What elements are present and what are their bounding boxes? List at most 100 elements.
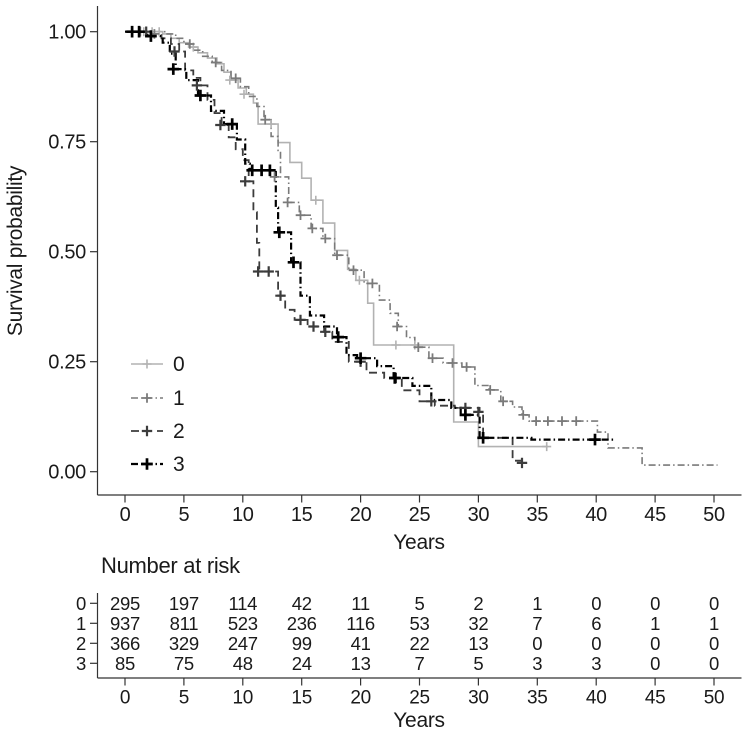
survival-curves (125, 30, 718, 466)
risk-count: 0 (709, 593, 719, 614)
risk-count: 13 (468, 633, 488, 654)
risk-count: 329 (169, 633, 199, 654)
risk-count: 7 (532, 613, 542, 634)
x-axis-title: Years (393, 531, 444, 554)
risk-count: 6 (591, 613, 601, 634)
risk-count: 937 (110, 613, 140, 634)
x-tick-label: 15 (291, 504, 313, 526)
risk-count: 2 (473, 593, 483, 614)
risk-x-tick-label: 15 (291, 688, 312, 709)
risk-x-tick-label: 50 (704, 688, 725, 709)
survival-curve-group-3 (125, 30, 614, 441)
risk-count: 85 (115, 653, 135, 674)
risk-count: 48 (233, 653, 253, 674)
risk-table-row: 3 85 75 48 24 13 7 5 3 3 0 0 (76, 653, 719, 674)
survival-curve-group-0 (125, 30, 548, 448)
risk-count: 1 (709, 613, 719, 634)
survival-curve-group-2 (125, 30, 525, 463)
legend-item-1: 1 (131, 387, 185, 410)
risk-count: 24 (292, 653, 312, 674)
risk-count: 1 (532, 593, 542, 614)
legend-item-0: 0 (131, 353, 185, 376)
risk-count: 11 (351, 593, 370, 614)
risk-count: 13 (351, 653, 371, 674)
risk-x-tick-label: 45 (645, 688, 666, 709)
legend-key-cross (141, 425, 153, 437)
risk-count: 3 (591, 653, 601, 674)
censor-marks-group-3 (126, 25, 601, 446)
x-tick-label: 10 (232, 504, 254, 526)
legend-label: 1 (173, 387, 184, 410)
risk-count: 523 (228, 613, 258, 634)
x-tick-label: 25 (409, 504, 431, 526)
risk-count: 0 (709, 653, 719, 674)
legend-key-cross (141, 458, 153, 470)
risk-count: 247 (228, 633, 258, 654)
y-tick-label: 0.25 (48, 352, 86, 374)
legend-key-cross (142, 393, 152, 403)
legend-item-2: 2 (131, 420, 185, 443)
risk-table-title: Number at risk (101, 553, 241, 578)
risk-count: 295 (110, 593, 140, 614)
risk-x-tick-label: 5 (179, 688, 189, 709)
risk-x-tick-label: 40 (586, 688, 607, 709)
risk-table-x-axis-title: Years (393, 709, 444, 730)
legend-label: 0 (173, 353, 184, 376)
legend: 0 1 2 3 (131, 353, 185, 476)
risk-count: 99 (292, 633, 312, 654)
x-axis-ticks: 0 5 10 15 20 25 30 35 40 45 50 (120, 495, 725, 526)
risk-count: 42 (292, 593, 312, 614)
risk-count: 0 (591, 593, 601, 614)
risk-count: 0 (650, 633, 660, 654)
risk-count: 75 (174, 653, 194, 674)
risk-row-label: 3 (76, 653, 86, 674)
x-tick-label: 5 (178, 504, 189, 526)
risk-count: 0 (591, 633, 601, 654)
risk-count: 0 (709, 633, 719, 654)
risk-count: 5 (415, 593, 425, 614)
risk-count: 53 (410, 613, 430, 634)
risk-count: 114 (229, 593, 258, 614)
y-axis-title: Survival probability (4, 165, 27, 336)
y-axis-ticks: 1.00 0.75 0.50 0.25 0.00 (48, 22, 98, 484)
risk-x-tick-label: 25 (409, 688, 430, 709)
risk-count: 811 (170, 613, 199, 634)
risk-count: 0 (532, 633, 542, 654)
risk-row-label: 2 (76, 633, 86, 654)
risk-x-tick-label: 20 (350, 688, 371, 709)
legend-key-cross (142, 359, 152, 369)
legend-label: 2 (173, 420, 184, 443)
risk-table: 0 295 197 114 42 11 5 2 1 0 0 01 937 811 523 236 116 53 32… (76, 593, 742, 709)
y-tick-label: 0.75 (48, 132, 86, 154)
risk-count: 116 (346, 613, 375, 634)
risk-count: 366 (110, 633, 140, 654)
x-tick-label: 30 (468, 504, 490, 526)
risk-x-tick-label: 0 (120, 688, 130, 709)
risk-table-row: 0 295 197 114 42 11 5 2 1 0 0 0 (76, 593, 719, 614)
y-tick-label: 0.00 (48, 462, 86, 484)
risk-count: 22 (410, 633, 430, 654)
risk-table-row: 1 937 811 523 236 116 53 32 7 6 1 1 (76, 613, 719, 634)
risk-count: 236 (287, 613, 317, 634)
x-tick-label: 20 (350, 504, 372, 526)
risk-count: 0 (650, 593, 660, 614)
legend-label: 3 (173, 453, 184, 476)
x-tick-label: 0 (120, 504, 131, 526)
censor-marks-group-1 (135, 26, 581, 426)
censor-marks (126, 25, 601, 469)
risk-x-tick-label: 10 (233, 688, 254, 709)
risk-x-tick-label: 35 (527, 688, 548, 709)
risk-row-label: 0 (76, 593, 86, 614)
y-tick-label: 1.00 (48, 22, 86, 44)
risk-x-tick-label: 30 (468, 688, 489, 709)
risk-count: 7 (415, 653, 425, 674)
risk-count: 197 (169, 593, 199, 614)
y-tick-label: 0.50 (48, 242, 86, 264)
risk-count: 3 (532, 653, 542, 674)
legend-item-3: 3 (131, 453, 185, 476)
risk-count: 41 (351, 633, 371, 654)
risk-count: 1 (650, 613, 660, 634)
x-tick-label: 40 (585, 504, 607, 526)
